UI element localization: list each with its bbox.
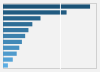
bar [3, 16, 40, 20]
chart-container [0, 0, 100, 72]
bar [3, 34, 25, 38]
bar [3, 28, 28, 32]
bar [3, 63, 8, 67]
bar [3, 4, 90, 8]
chart-svg [0, 0, 100, 72]
bar [3, 46, 19, 50]
bar [3, 52, 17, 56]
bar [3, 10, 67, 14]
plot-area [3, 3, 90, 69]
grid-line [60, 3, 61, 69]
bar [3, 22, 32, 26]
bar [3, 40, 22, 44]
bar [3, 57, 13, 61]
plot-frame [4, 4, 97, 69]
